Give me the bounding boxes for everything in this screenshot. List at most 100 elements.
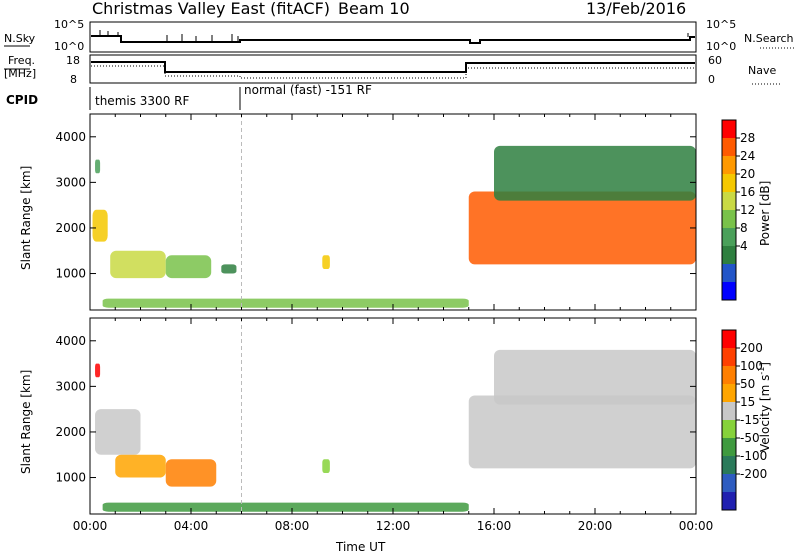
- power-patch: [322, 255, 330, 269]
- power-colorbar-tick: 8: [740, 221, 748, 235]
- power-colorbar-swatch: [722, 120, 736, 138]
- velocity-patch: [165, 459, 217, 487]
- velocity-colorbar-tick: -50: [740, 431, 760, 445]
- velocity-colorbar-tick: 200: [740, 341, 763, 355]
- power-colorbar-swatch: [722, 210, 736, 228]
- power-patch: [110, 250, 166, 279]
- velocity-patch: [468, 395, 696, 469]
- power-colorbar-swatch: [722, 192, 736, 210]
- power-colorbar-swatch: [722, 138, 736, 156]
- xtick-label: 00:00: [73, 519, 108, 533]
- power-colorbar-tick: 28: [740, 131, 755, 145]
- nsky-tick-low: 10^0: [54, 40, 84, 53]
- x-axis-label: Time UT: [335, 540, 386, 554]
- velocity-patch: [115, 454, 166, 478]
- freq-label-line2: [MHz]: [4, 67, 36, 80]
- power-colorbar-swatch: [722, 174, 736, 192]
- nsearch-tick-low: 10^0: [706, 40, 736, 53]
- nave-label: Nave: [748, 64, 776, 77]
- velocity-colorbar-swatch: [722, 384, 736, 402]
- velocity-colorbar-tick: 50: [740, 377, 755, 391]
- xtick-label: 08:00: [275, 519, 310, 533]
- power-colorbar-tick: 16: [740, 185, 755, 199]
- freq-trace: [91, 61, 695, 73]
- xtick-label: 00:00: [679, 519, 714, 533]
- velocity-colorbar-swatch: [722, 456, 736, 474]
- power-colorbar-tick: 12: [740, 203, 755, 217]
- power-ylabel: Slant Range [km]: [19, 166, 33, 270]
- velocity-colorbar-tick: -200: [740, 467, 767, 481]
- velocity-colorbar-swatch: [722, 438, 736, 456]
- xtick-label: 04:00: [174, 519, 209, 533]
- velocity-patch: [95, 363, 101, 378]
- power-patch: [468, 191, 696, 265]
- cpid-segment-1: themis 3300 RF: [95, 94, 189, 108]
- power-colorbar-swatch: [722, 156, 736, 174]
- velocity-colorbar-swatch: [722, 366, 736, 384]
- xtick-label: 16:00: [477, 519, 512, 533]
- nave-tick-low: 0: [708, 73, 715, 86]
- velocity-colorbar-swatch: [722, 492, 736, 510]
- freq-tick-high: 18: [66, 54, 80, 67]
- power-colorbar-swatch: [722, 228, 736, 246]
- velocity-patch: [102, 502, 469, 512]
- velocity-colorbar-tick: 15: [740, 395, 755, 409]
- nave-trace: [91, 65, 695, 79]
- nsky-tick-high: 10^5: [54, 18, 84, 31]
- power-patch: [165, 255, 212, 279]
- freq-label-line1: Freq.: [8, 54, 35, 67]
- nave-tick-high: 60: [708, 54, 722, 67]
- date-label: 13/Feb/2016: [586, 0, 686, 18]
- velocity-patch: [494, 349, 696, 405]
- velocity-panel: 4000 3000 2000 1000 00:00 04:00 08:00 12:00 16:0…: [55, 317, 714, 533]
- velocity-colorbar-tick: -100: [740, 449, 767, 463]
- power-colorbar-swatch: [722, 264, 736, 282]
- power-colorbar-tick: 4: [740, 239, 748, 253]
- velocity-patch: [322, 459, 330, 473]
- power-colorbar: 28 24 20 16 12 8 4: [721, 119, 755, 301]
- cpid-segment-2: normal (fast) -151 RF: [244, 83, 372, 97]
- plot-title: Christmas Valley East (fitACF): [92, 0, 330, 18]
- velocity-ytick-label: 2000: [55, 425, 86, 439]
- velocity-colorbar-swatch: [722, 348, 736, 366]
- beam-label: Beam 10: [338, 0, 410, 18]
- power-ytick-label: 3000: [55, 175, 86, 189]
- nsearch-tick-high: 10^5: [706, 18, 736, 31]
- power-colorbar-swatch: [722, 282, 736, 300]
- velocity-colorbar-tick: -15: [740, 413, 760, 427]
- nsky-panel: [89, 21, 697, 53]
- nsky-trace: [91, 35, 695, 44]
- power-ytick-label: 4000: [55, 130, 86, 144]
- power-patch: [95, 159, 101, 174]
- velocity-ylabel: Slant Range [km]: [19, 370, 33, 474]
- velocity-colorbar: 200 100 50 15 -15 -50 -100 -200: [721, 329, 767, 511]
- power-panel: 4000 3000 2000 1000: [55, 113, 697, 311]
- power-colorbar-tick: 24: [740, 149, 755, 163]
- velocity-colorbar-swatch: [722, 474, 736, 492]
- power-ytick-label: 2000: [55, 221, 86, 235]
- velocity-colorbar-label: Velocity [m s-1]: [757, 362, 772, 452]
- velocity-ytick-label: 3000: [55, 379, 86, 393]
- xtick-label: 20:00: [578, 519, 613, 533]
- power-patch: [221, 264, 237, 274]
- power-ytick-label: 1000: [55, 267, 86, 281]
- velocity-colorbar-tick: 100: [740, 359, 763, 373]
- freq-panel: [89, 54, 697, 84]
- power-patch: [92, 209, 108, 242]
- power-colorbar-swatch: [722, 246, 736, 264]
- velocity-colorbar-swatch: [722, 402, 736, 420]
- velocity-patch: [95, 409, 141, 455]
- freq-tick-low: 8: [70, 73, 77, 86]
- velocity-ytick-label: 1000: [55, 471, 86, 485]
- cpid-label: CPID: [6, 93, 38, 107]
- power-colorbar-label: Power [dB]: [758, 181, 772, 246]
- velocity-colorbar-swatch: [722, 420, 736, 438]
- nsearch-label: N.Search: [744, 32, 794, 45]
- nsky-spikes: [99, 30, 689, 42]
- velocity-ytick-label: 4000: [55, 334, 86, 348]
- power-colorbar-tick: 20: [740, 167, 755, 181]
- nsky-label: N.Sky: [4, 32, 36, 45]
- velocity-colorbar-swatch: [722, 330, 736, 348]
- xtick-label: 12:00: [376, 519, 411, 533]
